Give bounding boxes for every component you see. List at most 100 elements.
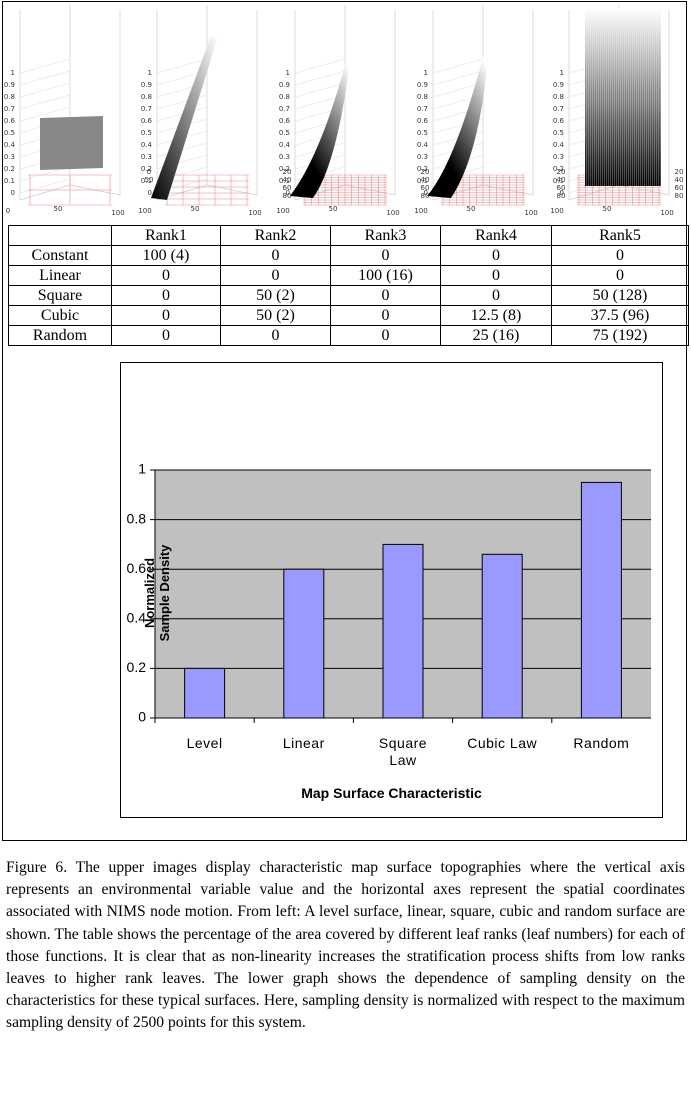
z-tick-label: 0.2 (417, 165, 428, 173)
grid-line (19, 166, 71, 182)
corner-cell (8, 225, 112, 246)
x-tick-label: Level (186, 735, 223, 751)
z-tick-label: 0.4 (417, 141, 429, 149)
table-cell: 0 (440, 245, 552, 266)
z-tick-label: 1 (286, 69, 290, 77)
table-cell: 0 (111, 285, 221, 306)
table-row: Cubic 0 50 (2) 0 12.5 (8) 37.5 (96) (8, 305, 689, 326)
table-cell: 50 (128) (551, 285, 689, 306)
depth-tick-label: 60 (557, 184, 566, 192)
table-row: Linear 0 0 100 (16) 0 0 (8, 265, 689, 286)
x-tick-label: 100 (550, 207, 563, 215)
depth-tick-label: 20 (421, 168, 430, 176)
z-tick-label: 0 (286, 189, 290, 197)
depth-tick-label: 60 (675, 184, 684, 192)
table-cell: 0 (440, 285, 552, 306)
depth-tick-label: 40 (421, 176, 430, 184)
table-cell: 50 (2) (220, 305, 331, 326)
bar (481, 553, 523, 719)
z-tick-label: 0.9 (417, 81, 428, 89)
y-tick-label: 0.8 (127, 510, 147, 526)
row-label: Square (8, 285, 112, 306)
table-cell: 37.5 (96) (551, 305, 689, 326)
table-row: Random 0 0 0 25 (16) 75 (192) (8, 325, 689, 346)
frame-line (206, 184, 258, 196)
header-cell: Rank4 (440, 225, 552, 246)
grid-line (294, 58, 346, 74)
bar (283, 568, 325, 719)
table-cell: 100 (16) (330, 265, 441, 286)
table-cell: 50 (2) (220, 285, 331, 306)
z-tick-label: 0.9 (141, 81, 152, 89)
z-tick-label: 0.2 (141, 165, 152, 173)
y-tick-label: 0.6 (127, 560, 147, 576)
z-tick-label: 0 (424, 189, 428, 197)
z-tick-label: 0.7 (4, 105, 15, 113)
z-tick-label: 0.2 (279, 165, 290, 173)
z-tick-label: 0.4 (553, 141, 565, 149)
grid-line (156, 106, 208, 122)
row-label: Random (8, 325, 112, 346)
z-tick-label: 0.8 (417, 93, 428, 101)
x-tick-label: 50 (191, 205, 200, 213)
table-cell: 0 (330, 285, 441, 306)
table-cell: 0 (111, 265, 221, 286)
z-tick-label: 0.4 (4, 141, 16, 149)
table-cell: 0 (330, 245, 441, 266)
surface (40, 116, 103, 170)
z-tick-label: 0.5 (4, 129, 15, 137)
y-tick-label: 1 (138, 461, 146, 477)
table-row: Constant 100 (4) 0 0 0 0 (8, 245, 689, 266)
z-tick-label: 0.3 (417, 153, 428, 161)
grid-line (432, 70, 484, 86)
z-tick-label: 0.3 (553, 153, 564, 161)
surface (427, 30, 490, 198)
header-cell: Rank3 (330, 225, 441, 246)
bar-chart: 0 0.2 0.4 0.6 0.8 1 Normalized Sample Density… (120, 362, 663, 818)
x-tick-label: 100 (524, 209, 537, 217)
depth-tick-label: 80 (675, 192, 684, 200)
grid-line (19, 178, 71, 194)
x-tick-label: 50 (329, 205, 338, 213)
rank-table: Rank1 Rank2 Rank3 Rank4 Rank5 Constant 100 (4)… (8, 225, 689, 346)
row-label: Cubic (8, 305, 112, 326)
grid-line (19, 94, 71, 110)
table-cell: 25 (16) (440, 325, 552, 346)
z-tick-label: 0.7 (417, 105, 428, 113)
table-cell: 75 (192) (551, 325, 689, 346)
depth-tick-label: 20 (557, 168, 566, 176)
x-tick-label: 100 (248, 209, 261, 217)
depth-tick-label: 60 (283, 184, 292, 192)
grid-line (19, 58, 71, 74)
grid-line (294, 82, 346, 98)
x-tick-label: 100 (276, 207, 289, 215)
x-tick-label: 100 (138, 207, 151, 215)
z-tick-label: 0 (148, 189, 152, 197)
depth-tick-label: 80 (557, 192, 566, 200)
depth-tick-label: 40 (283, 176, 292, 184)
z-tick-label: 0.1 (4, 177, 15, 185)
depth-tick-label: 60 (421, 184, 430, 192)
z-tick-label: 0.8 (279, 93, 290, 101)
bar (184, 667, 226, 719)
table-cell: 0 (111, 305, 221, 326)
x-tick-label: 50 (54, 205, 63, 213)
bar (382, 543, 424, 719)
x-axis-label: Map Surface Characteristic (301, 785, 482, 801)
header-cell: Rank1 (111, 225, 221, 246)
surface (290, 34, 353, 198)
header-cell: Rank2 (220, 225, 331, 246)
z-tick-label: 0.3 (141, 153, 152, 161)
z-tick-label: 0.8 (4, 93, 15, 101)
table-cell: 0 (220, 325, 331, 346)
z-tick-label: 0.7 (141, 105, 152, 113)
bar (580, 481, 622, 719)
z-tick-label: 1 (424, 69, 428, 77)
y-tick-label: 0.2 (127, 659, 147, 675)
z-tick-label: 1 (148, 69, 152, 77)
z-tick-label: 0.1 (279, 177, 290, 185)
z-tick-label: 0.2 (4, 165, 15, 173)
z-tick-label: 0.6 (279, 117, 291, 125)
table-cell: 0 (551, 265, 689, 286)
